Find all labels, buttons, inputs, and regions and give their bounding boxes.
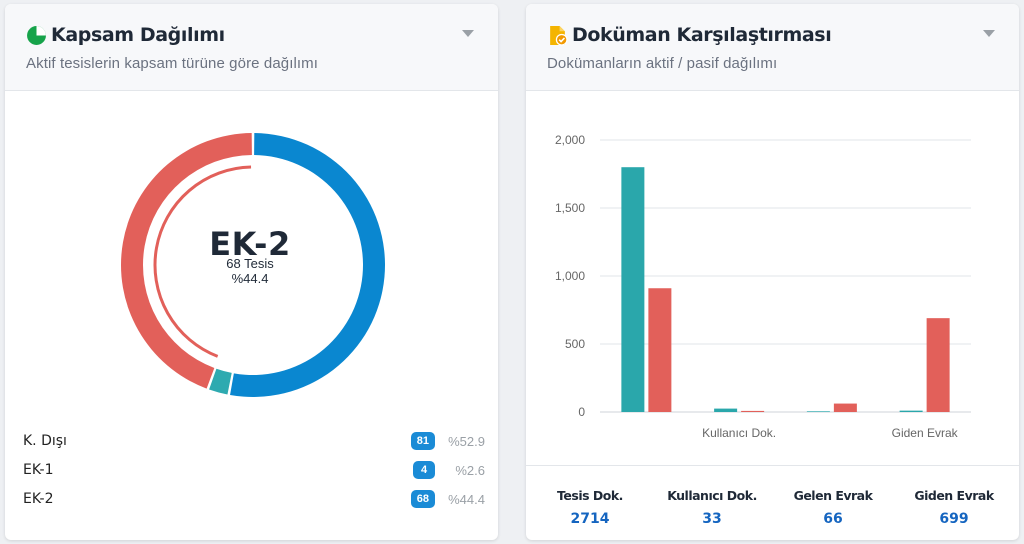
- stat-label: Giden Evrak: [914, 488, 994, 503]
- legend-item-name: EK-1: [23, 462, 54, 478]
- donut-slice[interactable]: [120, 133, 252, 389]
- x-tick-label: Kullanıcı Dok.: [702, 426, 776, 440]
- stat-gelen: Gelen Evrak 66: [773, 488, 893, 527]
- bar[interactable]: [621, 167, 645, 412]
- stat-label: Gelen Evrak: [793, 488, 873, 503]
- y-tick-label: 1,500: [555, 201, 585, 215]
- coverage-card-header: Kapsam Dağılımı Aktif tesislerin kapsam …: [5, 4, 498, 91]
- bar[interactable]: [899, 410, 923, 412]
- legend-item-name: K. Dışı: [23, 433, 67, 449]
- legend-item[interactable]: EK-2 68 %44.4: [23, 488, 485, 510]
- bar-chart: 0 500 1,000 1,500 2,000 Kullanıcı Dok. Giden E…: [555, 133, 971, 440]
- document-stats-footer: Tesis Dok. 2714 Kullanıcı Dok. 33 Gelen …: [526, 465, 1019, 540]
- stat-kullanici: Kullanıcı Dok. 33: [652, 488, 772, 527]
- stat-label: Tesis Dok.: [557, 488, 623, 503]
- legend-item-percent: %52.9: [448, 433, 485, 449]
- bar[interactable]: [648, 288, 672, 412]
- stat-value: 66: [823, 511, 843, 527]
- coverage-card: Kapsam Dağılımı Aktif tesislerin kapsam …: [5, 4, 498, 540]
- document-card-subtitle: Dokümanların aktif / pasif dağılımı: [547, 55, 778, 72]
- coverage-card-subtitle: Aktif tesislerin kapsam türüne göre dağı…: [26, 55, 319, 72]
- y-tick-label: 2,000: [555, 133, 585, 147]
- donut-slice[interactable]: [209, 368, 232, 395]
- bar[interactable]: [741, 410, 765, 412]
- stat-tesis: Tesis Dok. 2714: [530, 488, 650, 527]
- legend-item-count: 68: [410, 490, 435, 508]
- coverage-card-title: Kapsam Dağılımı: [51, 24, 225, 46]
- bar[interactable]: [714, 408, 738, 412]
- bar[interactable]: [833, 403, 857, 412]
- bar[interactable]: [926, 318, 950, 412]
- legend-item-name: EK-2: [23, 491, 54, 507]
- legend-item-percent: %44.4: [448, 491, 485, 507]
- stat-label: Kullanıcı Dok.: [667, 488, 757, 503]
- legend-item-count: 4: [413, 461, 435, 479]
- y-tick-label: 1,000: [555, 269, 585, 283]
- document-comparison-card: Doküman Karşılaştırması Dokümanların akt…: [526, 4, 1019, 540]
- stat-value: 33: [702, 511, 722, 527]
- stat-giden: Giden Evrak 699: [894, 488, 1014, 527]
- pie-chart-icon: [27, 25, 46, 45]
- document-check-icon: [550, 25, 568, 46]
- donut-center-count: 68 Tesis: [226, 256, 274, 271]
- legend-item[interactable]: EK-1 4 %2.6: [23, 459, 485, 481]
- y-tick-label: 0: [578, 405, 585, 419]
- document-card-header: Doküman Karşılaştırması Dokümanların akt…: [526, 4, 1019, 91]
- chevron-down-icon[interactable]: [462, 30, 474, 37]
- y-tick-label: 500: [565, 337, 585, 351]
- donut-center-name: EK-2: [209, 225, 291, 263]
- chevron-down-icon[interactable]: [983, 30, 995, 37]
- legend-item-count: 81: [410, 432, 435, 450]
- donut-center-percent: %44.4: [231, 271, 269, 286]
- bar[interactable]: [806, 411, 830, 412]
- x-tick-label: Giden Evrak: [892, 426, 959, 440]
- stat-value: 2714: [570, 511, 610, 527]
- document-card-title: Doküman Karşılaştırması: [572, 24, 832, 46]
- legend-item-percent: %2.6: [455, 462, 485, 478]
- donut-active-indicator: [153, 165, 252, 358]
- donut-slice[interactable]: [230, 133, 386, 397]
- stat-value: 699: [939, 511, 969, 527]
- legend-item[interactable]: K. Dışı 81 %52.9: [23, 430, 485, 452]
- donut-chart: [120, 133, 386, 397]
